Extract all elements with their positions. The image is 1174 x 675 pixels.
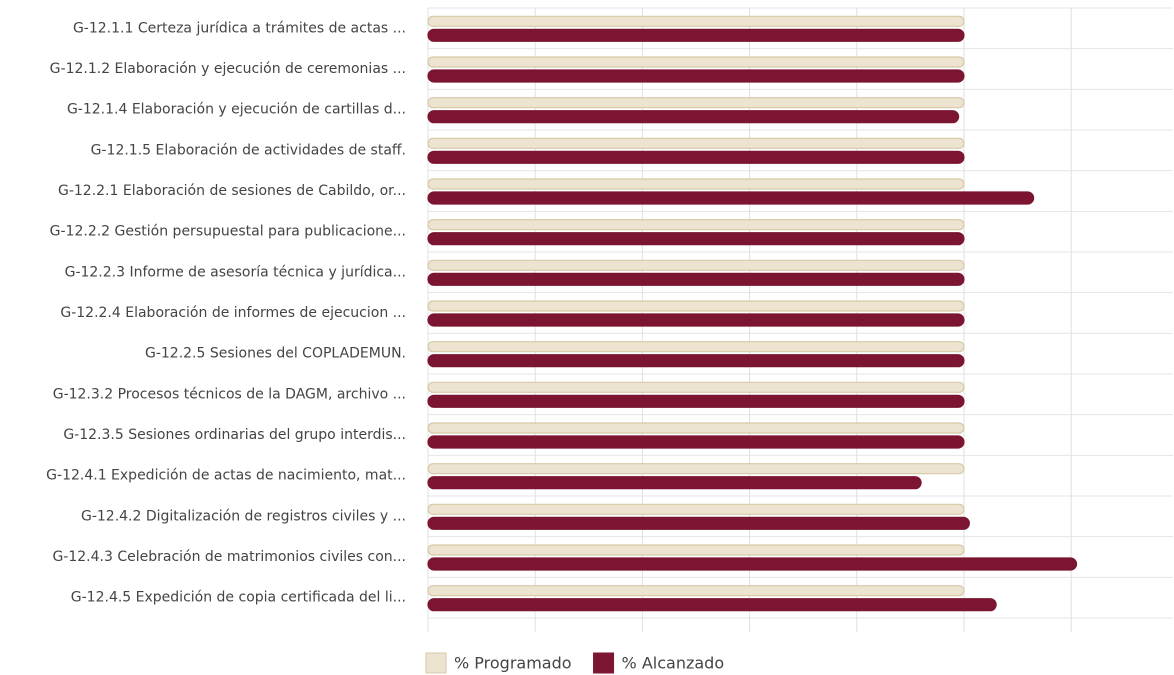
bar bbox=[427, 110, 960, 124]
bar bbox=[427, 300, 965, 312]
bar bbox=[427, 178, 965, 190]
category-label: G-12.1.1 Certeza jurídica a trámites de … bbox=[73, 20, 406, 36]
category-label: G-12.1.5 Elaboración de actividades de s… bbox=[91, 142, 406, 158]
bar bbox=[427, 503, 965, 515]
bar bbox=[427, 516, 970, 530]
category-label: G-12.4.2 Digitalización de registros civ… bbox=[81, 508, 406, 524]
category-label: G-12.1.2 Elaboración y ejecución de cere… bbox=[50, 61, 406, 77]
category-label: G-12.2.3 Informe de asesoría técnica y j… bbox=[65, 264, 406, 280]
bar bbox=[427, 259, 965, 271]
category-label: G-12.4.5 Expedición de copia certificada… bbox=[71, 590, 406, 606]
bar bbox=[427, 598, 997, 612]
category-label: G-12.3.5 Sesiones ordinarias del grupo i… bbox=[63, 427, 406, 443]
bar bbox=[427, 544, 965, 556]
bar bbox=[427, 381, 965, 393]
bar bbox=[427, 394, 965, 408]
bar bbox=[427, 557, 1078, 571]
category-label: G-12.1.4 Elaboración y ejecución de cart… bbox=[67, 102, 406, 118]
bar bbox=[427, 272, 965, 286]
category-label: G-12.2.2 Gestión persupuestal para publi… bbox=[50, 224, 406, 240]
bar bbox=[427, 232, 965, 246]
bar bbox=[427, 476, 922, 490]
category-label: G-12.4.3 Celebración de matrimonios civi… bbox=[52, 549, 406, 565]
legend-label: % Alcanzado bbox=[622, 654, 725, 673]
bar bbox=[427, 463, 965, 475]
bar bbox=[427, 56, 965, 68]
category-label: G-12.2.4 Elaboración de informes de ejec… bbox=[60, 305, 406, 321]
bar bbox=[427, 191, 1035, 205]
bar bbox=[427, 435, 965, 449]
bar bbox=[427, 69, 965, 83]
category-label: G-12.4.1 Expedición de actas de nacimien… bbox=[46, 468, 406, 484]
category-label: G-12.2.1 Elaboración de sesiones de Cabi… bbox=[58, 183, 406, 199]
bar bbox=[427, 422, 965, 434]
category-label: G-12.2.5 Sesiones del COPLADEMUN. bbox=[145, 346, 406, 362]
bar bbox=[427, 219, 965, 231]
category-label: G-12.3.2 Procesos técnicos de la DAGM, a… bbox=[53, 386, 406, 402]
bar bbox=[427, 15, 965, 27]
bar bbox=[427, 341, 965, 353]
bar bbox=[427, 585, 965, 597]
bar bbox=[427, 97, 965, 109]
legend-swatch bbox=[593, 652, 615, 674]
bar bbox=[427, 313, 965, 327]
bar bbox=[427, 28, 965, 42]
legend-label: % Programado bbox=[454, 654, 572, 673]
bar bbox=[427, 150, 965, 164]
bar bbox=[427, 137, 965, 149]
bar bbox=[427, 354, 965, 368]
legend-swatch bbox=[425, 652, 447, 674]
